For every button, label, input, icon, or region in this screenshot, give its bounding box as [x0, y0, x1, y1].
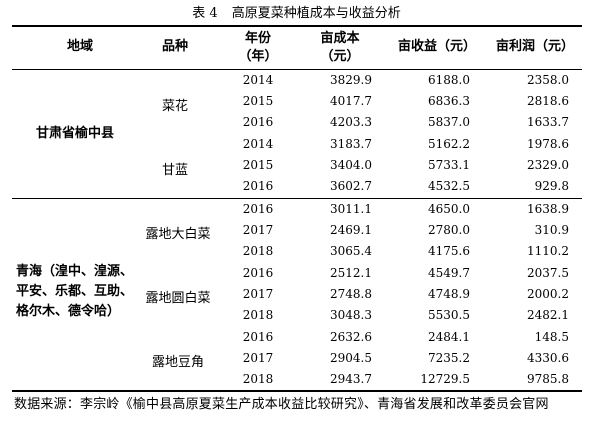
- table-number: 表 4: [192, 6, 218, 21]
- cell-year: 2017: [242, 351, 274, 365]
- cell-cost: 2469.1: [330, 223, 372, 237]
- cell-cost: 3011.1: [330, 202, 372, 216]
- cell-year: 2017: [242, 223, 274, 237]
- cell-revenue: 6836.3: [428, 94, 470, 108]
- region-qinghai-line3: 格尔木、德令哈）: [16, 304, 121, 319]
- cell-cost: 4203.3: [330, 115, 372, 129]
- cell-year: 2017: [242, 287, 274, 301]
- cell-revenue: 7235.2: [428, 351, 470, 365]
- region-gansu-line: 甘肃省榆中县: [36, 126, 115, 141]
- variety-cabbage: 甘蓝: [161, 163, 188, 178]
- cell-cost: 2748.8: [330, 287, 372, 301]
- cell-year: 2015: [242, 158, 274, 172]
- bottom-rule: [12, 390, 582, 392]
- cell-cost: 4017.7: [330, 94, 372, 108]
- source-note: 数据来源：李宗岭《榆中县高原夏菜生产成本收益比较研究》、青海省发展和改革委员会官…: [14, 397, 549, 412]
- cell-year: 2016: [242, 330, 274, 344]
- header-region: 地域: [66, 39, 93, 54]
- cell-cost: 3065.4: [330, 244, 372, 258]
- cell-revenue: 4650.0: [428, 202, 470, 216]
- cell-revenue: 4748.9: [428, 287, 470, 301]
- cell-year: 2015: [242, 94, 274, 108]
- cell-year: 2018: [242, 372, 274, 386]
- cell-profit: 2329.0: [527, 158, 569, 172]
- cell-year: 2014: [242, 73, 274, 87]
- cell-cost: 2512.1: [330, 266, 372, 280]
- cell-profit: 1110.2: [527, 244, 569, 258]
- cell-profit: 2818.6: [527, 94, 569, 108]
- cell-revenue: 4175.6: [428, 244, 470, 258]
- top-rule: [12, 25, 582, 27]
- variety-cauliflower: 菜花: [161, 99, 188, 114]
- table-title: 高原夏菜种植成本与收益分析: [231, 6, 401, 21]
- cell-revenue: 4549.7: [428, 266, 470, 280]
- cell-cost: 3602.7: [330, 179, 372, 193]
- cell-profit: 2037.5: [527, 266, 569, 280]
- variety-round-cabbage: 露地圆白菜: [145, 291, 211, 306]
- header-variety: 品种: [161, 39, 188, 54]
- cell-profit: 929.8: [534, 179, 569, 193]
- header-profit: 亩利润（元）: [495, 39, 574, 54]
- region-qinghai-line2: 平安、乐都、互助、: [16, 284, 134, 299]
- cell-revenue: 2780.0: [428, 223, 470, 237]
- cell-cost: 3404.0: [330, 158, 372, 172]
- cell-profit: 1633.7: [527, 115, 569, 129]
- cell-cost: 2632.6: [330, 330, 372, 344]
- header-cost: 亩成本 （元）: [300, 30, 380, 66]
- table-caption: 表 4 高原夏菜种植成本与收益分析: [0, 6, 593, 22]
- header-year-line1: 年份: [244, 31, 271, 46]
- cell-profit: 1978.6: [527, 137, 569, 151]
- cell-profit: 2000.2: [527, 287, 569, 301]
- variety-cowpea: 露地豆角: [151, 355, 204, 370]
- cell-revenue: 4532.5: [428, 179, 470, 193]
- region-qinghai: 青海（湟中、湟源、 平安、乐都、互助、 格尔木、德令哈）: [16, 262, 133, 322]
- header-year-line2: （年）: [238, 49, 278, 64]
- cell-profit: 148.5: [534, 330, 569, 344]
- cell-year: 2016: [242, 266, 274, 280]
- cell-year: 2016: [242, 115, 274, 129]
- cell-year: 2014: [242, 137, 274, 151]
- cell-revenue: 2484.1: [428, 330, 470, 344]
- cell-revenue: 5837.0: [428, 115, 470, 129]
- cell-profit: 310.9: [534, 223, 569, 237]
- cell-revenue: 5530.5: [428, 308, 470, 322]
- cell-profit: 9785.8: [527, 372, 569, 386]
- header-cost-line1: 亩成本: [320, 31, 360, 46]
- cell-profit: 2358.0: [527, 73, 569, 87]
- header-revenue: 亩收益（元）: [397, 39, 476, 54]
- cell-cost: 2904.5: [330, 351, 372, 365]
- cell-profit: 4330.6: [527, 351, 569, 365]
- header-rule: [12, 69, 582, 70]
- cell-year: 2018: [242, 244, 274, 258]
- cell-year: 2018: [242, 308, 274, 322]
- header-year: 年份 （年）: [228, 30, 288, 66]
- cell-revenue: 6188.0: [428, 73, 470, 87]
- cell-cost: 3048.3: [330, 308, 372, 322]
- cell-revenue: 5733.1: [428, 158, 470, 172]
- cell-cost: 2943.7: [330, 372, 372, 386]
- region-divider-rule: [12, 198, 582, 199]
- header-cost-line2: （元）: [320, 49, 360, 64]
- cell-profit: 2482.1: [527, 308, 569, 322]
- cell-revenue: 5162.2: [428, 137, 470, 151]
- cell-revenue: 12729.5: [420, 372, 470, 386]
- region-qinghai-line1: 青海（湟中、湟源、: [16, 264, 134, 279]
- cell-profit: 1638.9: [527, 202, 569, 216]
- cell-cost: 3183.7: [330, 137, 372, 151]
- cell-year: 2016: [242, 202, 274, 216]
- cell-year: 2016: [242, 179, 274, 193]
- region-gansu: 甘肃省榆中县: [36, 124, 114, 144]
- cell-cost: 3829.9: [330, 73, 372, 87]
- variety-chinese-cabbage: 露地大白菜: [145, 227, 211, 242]
